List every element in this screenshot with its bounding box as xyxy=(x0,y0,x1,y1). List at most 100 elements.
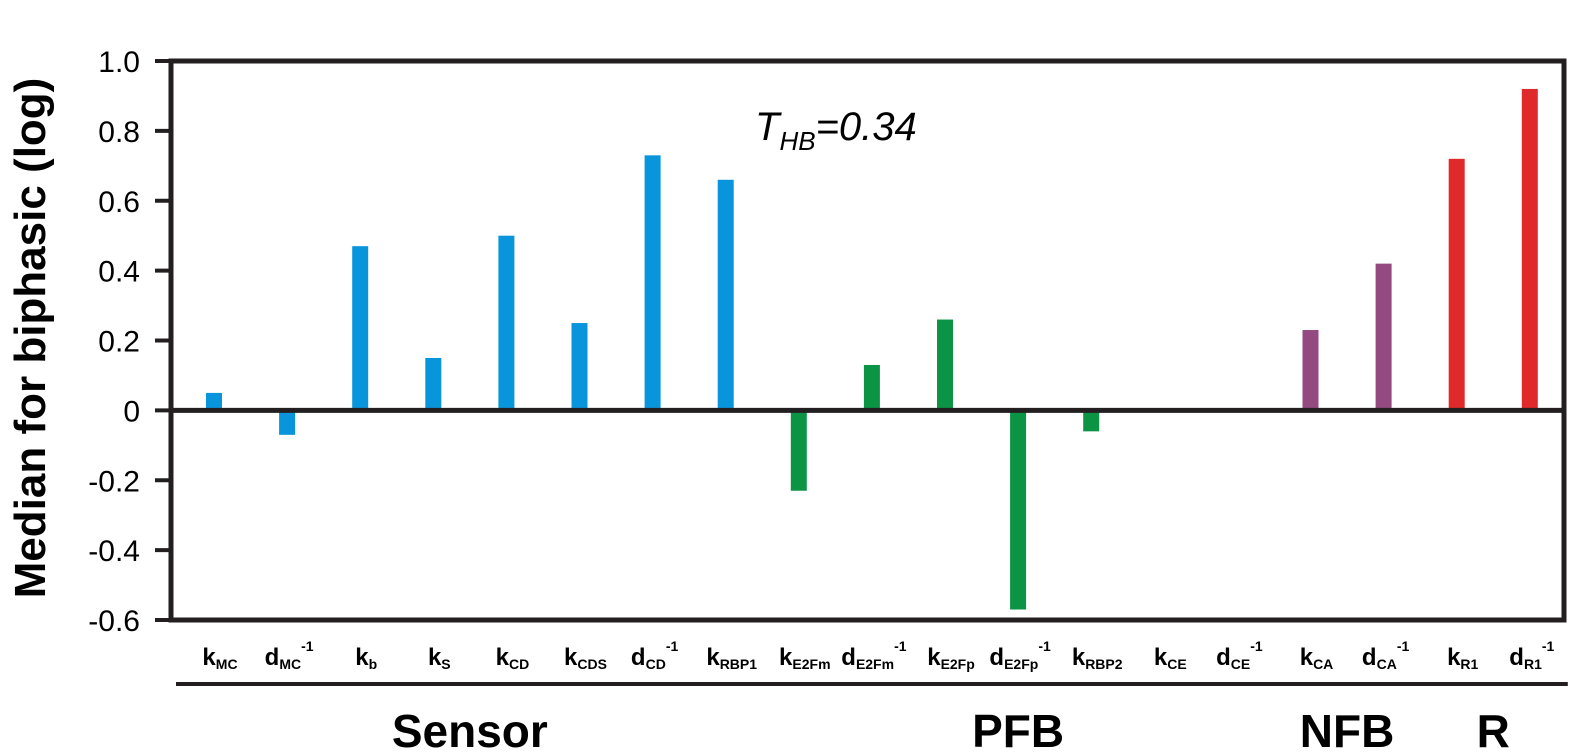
x-label-main: d xyxy=(841,644,856,671)
x-label-sub: RBP2 xyxy=(1085,656,1123,672)
y-tick-label: 0.4 xyxy=(98,256,140,289)
x-label-sub: CA xyxy=(1313,656,1333,672)
x-label-main: k xyxy=(706,644,720,671)
bar xyxy=(790,410,807,491)
y-axis-label: Median for biphasic (log) xyxy=(6,78,55,599)
x-label-sub: E2Fm xyxy=(856,656,894,672)
x-label-sub: CA xyxy=(1377,656,1397,672)
x-tick-label: kCA xyxy=(1300,644,1334,672)
x-label-main: k xyxy=(1072,644,1086,671)
bar xyxy=(279,410,296,435)
x-axis-labels: kMC dMC-1 kb kS kCD kCDS dCD-1 kRBP1 kE2Fm dE2Fm-… xyxy=(202,638,1554,672)
x-label-main: k xyxy=(428,644,442,671)
x-label-sub: R1 xyxy=(1524,656,1542,672)
y-tick-label: -0.4 xyxy=(88,535,140,568)
annotation-value: =0.34 xyxy=(816,105,917,149)
x-label-sub: E2Fp xyxy=(941,656,975,672)
x-tick-label: kE2Fm xyxy=(779,644,830,672)
y-tick-label: -0.2 xyxy=(88,465,140,498)
y-tick-label: 0.8 xyxy=(98,116,140,149)
group-label: NFB xyxy=(1300,705,1395,755)
bar xyxy=(1448,158,1465,411)
bar xyxy=(644,155,661,411)
x-tick-label: kMC xyxy=(202,644,237,672)
x-label-main: k xyxy=(1447,644,1461,671)
x-label-main: k xyxy=(1154,644,1168,671)
x-tick-label: dE2Fp-1 xyxy=(989,638,1051,672)
x-tick-label: dCA-1 xyxy=(1362,638,1410,672)
bar xyxy=(1302,330,1319,411)
bars xyxy=(206,88,1538,610)
x-label-sub: CD xyxy=(509,656,529,672)
bar xyxy=(1083,410,1100,432)
y-tick-label: -0.6 xyxy=(88,605,140,638)
x-tick-label: dE2Fm-1 xyxy=(841,638,906,672)
x-label-main: k xyxy=(496,644,510,671)
x-tick-label: kCDS xyxy=(564,644,607,672)
bar xyxy=(498,235,515,411)
x-label-sub: MC xyxy=(216,656,238,672)
bar xyxy=(1010,410,1027,610)
x-label-sub: R1 xyxy=(1460,656,1478,672)
x-label-main: d xyxy=(989,644,1004,671)
x-tick-label: dMC-1 xyxy=(265,638,314,672)
x-tick-label: kR1 xyxy=(1447,644,1478,672)
bar xyxy=(937,319,953,411)
x-label-main: k xyxy=(779,644,793,671)
x-label-sub: E2Fm xyxy=(792,656,830,672)
x-label-main: k xyxy=(355,644,369,671)
y-axis-ticks: 1.0 0.8 0.6 0.4 0.2 0 -0.2 -0.4 -0.6 xyxy=(88,46,171,638)
x-tick-label: kE2Fp xyxy=(927,644,975,672)
x-label-main: d xyxy=(265,644,280,671)
threshold-annotation: THB=0.34 xyxy=(755,105,917,156)
x-label-sup: -1 xyxy=(1250,638,1263,654)
x-label-main: k xyxy=(1300,644,1314,671)
x-label-sup: -1 xyxy=(301,638,314,654)
x-tick-label: kRBP2 xyxy=(1072,644,1123,672)
x-tick-label: dCD-1 xyxy=(631,638,679,672)
annotation-main: T xyxy=(755,105,782,149)
bar xyxy=(206,392,222,411)
x-label-main: d xyxy=(1509,644,1524,671)
x-label-main: d xyxy=(631,644,646,671)
x-label-main: k xyxy=(564,644,578,671)
bar xyxy=(717,179,734,411)
y-tick-label: 0 xyxy=(123,395,140,428)
x-label-sup: -1 xyxy=(1038,638,1051,654)
x-label-sub: CE xyxy=(1231,656,1250,672)
group-brackets: Sensor PFB NFB R xyxy=(176,682,1568,755)
x-label-sup: -1 xyxy=(1542,638,1555,654)
bar xyxy=(571,323,588,411)
x-label-main: k xyxy=(202,644,216,671)
x-label-sup: -1 xyxy=(666,638,679,654)
bar xyxy=(352,246,369,411)
bar xyxy=(1375,263,1392,411)
group-label: Sensor xyxy=(392,705,548,755)
y-tick-label: 0.2 xyxy=(98,326,140,359)
x-label-sub: E2Fp xyxy=(1004,656,1038,672)
x-label-sup: -1 xyxy=(894,638,907,654)
x-label-sub: CE xyxy=(1167,656,1186,672)
x-label-sub: S xyxy=(441,656,450,672)
x-label-sup: -1 xyxy=(1397,638,1410,654)
x-tick-label: dCE-1 xyxy=(1216,638,1263,672)
x-label-main: k xyxy=(927,644,941,671)
x-tick-label: kS xyxy=(428,644,451,672)
x-label-sub: b xyxy=(369,656,378,672)
bar xyxy=(863,364,880,411)
bar xyxy=(425,357,442,411)
plot-frame xyxy=(168,58,1567,623)
x-label-main: d xyxy=(1216,644,1231,671)
bar xyxy=(1521,88,1538,411)
annotation-sub: HB xyxy=(779,126,815,156)
x-tick-label: kRBP1 xyxy=(706,644,757,672)
x-tick-label: kCE xyxy=(1154,644,1187,672)
x-label-sub: MC xyxy=(279,656,301,672)
x-label-sub: CD xyxy=(646,656,666,672)
group-label: R xyxy=(1477,705,1510,755)
x-label-sub: CDS xyxy=(577,656,607,672)
y-tick-label: 1.0 xyxy=(98,46,140,79)
x-tick-label: kb xyxy=(355,644,377,672)
x-tick-label: dR1-1 xyxy=(1509,638,1554,672)
